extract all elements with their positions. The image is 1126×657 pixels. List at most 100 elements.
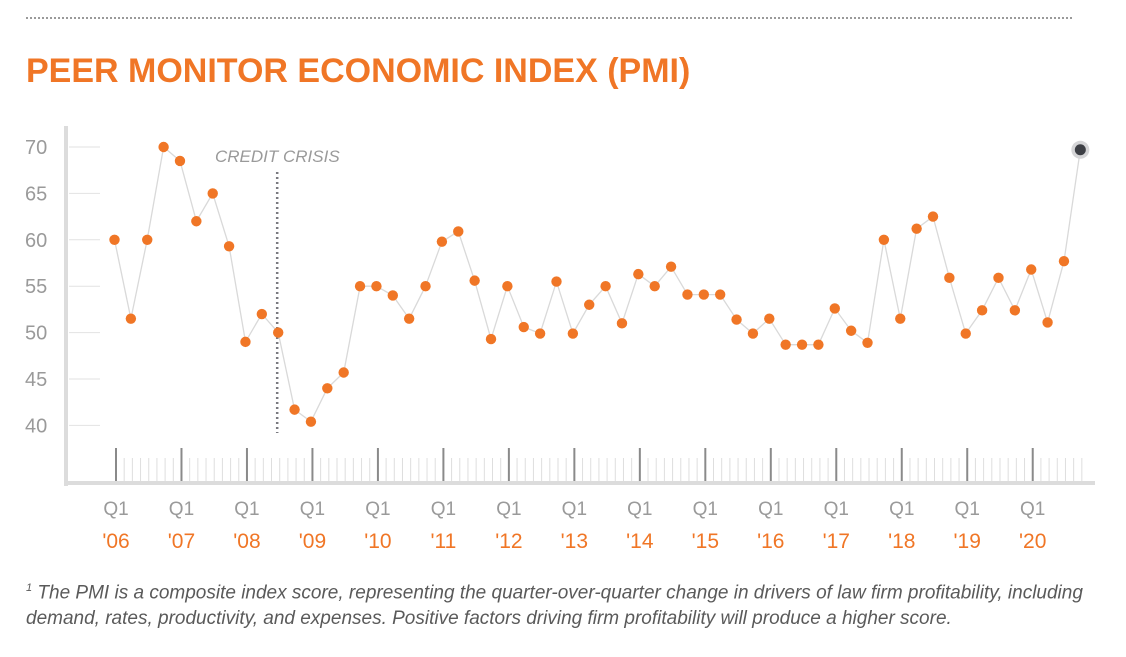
- footnote-text: The PMI is a composite index score, repr…: [26, 582, 1083, 630]
- x-tick-quarter-label: Q1: [889, 499, 914, 520]
- data-point: [845, 325, 857, 336]
- data-point: [371, 281, 382, 292]
- data-point: [731, 314, 742, 325]
- x-tick-year-label: '09: [299, 530, 326, 553]
- y-tick-label-40: 40: [25, 415, 47, 437]
- footnote-marker: 1: [26, 582, 33, 594]
- data-point: [714, 289, 726, 300]
- y-tick-label-50: 50: [25, 323, 47, 345]
- y-tick-label-60: 60: [25, 230, 47, 252]
- data-point: [240, 336, 251, 348]
- data-point: [976, 305, 988, 316]
- x-tick-year-label: '14: [626, 530, 654, 553]
- data-point: [1042, 317, 1053, 328]
- data-point: [109, 234, 120, 245]
- data-point: [600, 281, 611, 292]
- data-point: [682, 289, 693, 300]
- data-point: [993, 272, 1004, 284]
- credit-crisis-label: CREDIT CRISIS: [215, 147, 340, 166]
- x-tick-year-label: '17: [823, 530, 850, 553]
- x-tick-quarter-label: Q1: [234, 499, 259, 520]
- data-point: [142, 234, 153, 245]
- y-tick-label-45: 45: [25, 369, 47, 391]
- data-point: [878, 234, 890, 245]
- data-point: [960, 328, 971, 339]
- y-tick-label-70: 70: [25, 137, 47, 159]
- x-tick-year-label: '12: [495, 530, 522, 553]
- x-tick-quarter-label: Q1: [300, 499, 325, 520]
- data-point: [322, 383, 333, 394]
- data-point: [747, 328, 759, 339]
- chart-title: PEER MONITOR ECONOMIC INDEX (PMI): [26, 52, 691, 90]
- data-point: [125, 313, 137, 324]
- data-point: [551, 276, 562, 287]
- data-point: [436, 236, 448, 247]
- x-tick-quarter-label: Q1: [693, 499, 718, 520]
- data-point: [1026, 264, 1037, 275]
- data-point: [518, 321, 529, 333]
- data-point: [944, 272, 955, 284]
- x-tick-year-label: '20: [1019, 530, 1046, 553]
- data-point: [420, 281, 431, 292]
- x-tick-year-label: '18: [888, 530, 915, 553]
- y-tick-label-65: 65: [25, 183, 47, 205]
- data-point: [502, 281, 513, 292]
- data-point: [305, 416, 317, 427]
- data-point: [829, 303, 840, 314]
- series-line-layer: [113, 145, 1081, 423]
- pmi-chart: 40 45 50 55 60 65 70 Q1 '06 Q1 '07 Q1 '08 Q1 '09 Q1 '10…: [25, 126, 1095, 553]
- data-point: [895, 313, 906, 324]
- data-point: [354, 281, 366, 292]
- x-tick-quarter-label: Q1: [365, 499, 390, 520]
- data-point: [1058, 255, 1070, 267]
- x-tick-year-label: '06: [102, 530, 129, 553]
- data-point: [911, 223, 922, 234]
- x-tick-year-label: '13: [561, 530, 588, 553]
- x-tick-year-label: '19: [954, 530, 981, 553]
- x-tick-year-label: '08: [233, 530, 260, 553]
- data-point: [289, 404, 300, 415]
- data-point: [534, 328, 546, 339]
- data-point: [469, 275, 480, 286]
- x-tick-year-label: '10: [364, 530, 391, 553]
- data-point: [174, 155, 186, 167]
- data-point: [616, 318, 628, 329]
- data-point: [780, 339, 791, 350]
- data-point: [567, 328, 579, 339]
- x-tick-quarter-label: Q1: [496, 499, 521, 520]
- x-tick-year-label: '15: [692, 530, 719, 553]
- data-point: [813, 339, 824, 350]
- data-point: [665, 261, 677, 272]
- x-tick-quarter-label: Q1: [562, 499, 587, 520]
- data-point: [338, 367, 349, 378]
- data-point: [273, 327, 284, 338]
- data-point: [927, 211, 939, 222]
- x-tick-year-label: '11: [430, 530, 456, 553]
- data-point: [649, 281, 660, 292]
- data-point-latest: [1074, 144, 1086, 156]
- series-point-layer: [109, 140, 1090, 427]
- x-tick-quarter-label: Q1: [1020, 499, 1045, 520]
- x-axis: Q1 '06 Q1 '07 Q1 '08 Q1 '09 Q1 '10 Q1 '11 Q1 '12 Q1 '13…: [64, 448, 1095, 553]
- series-line-pmi: [113, 145, 1081, 423]
- data-point: [387, 290, 398, 301]
- x-tick-quarter-label: Q1: [103, 499, 128, 520]
- x-tick-quarter-label: Q1: [955, 499, 980, 520]
- data-point: [453, 226, 464, 237]
- data-point: [764, 313, 775, 324]
- data-point: [256, 308, 268, 320]
- data-point: [223, 241, 235, 252]
- footnote: 1 The PMI is a composite index score, re…: [26, 575, 1106, 632]
- x-tick-quarter-label: Q1: [824, 499, 849, 520]
- data-point: [796, 339, 808, 350]
- x-tick-quarter-label: Q1: [431, 499, 456, 520]
- y-tick-label-55: 55: [25, 276, 47, 298]
- annotation-layer: CREDIT CRISIS: [215, 147, 340, 433]
- data-point: [158, 141, 169, 153]
- data-point: [698, 289, 710, 300]
- x-tick-year-label: '07: [168, 530, 195, 553]
- y-axis: 40 45 50 55 60 65 70: [25, 126, 100, 486]
- data-point: [1009, 305, 1021, 316]
- data-point: [584, 299, 595, 310]
- data-point: [207, 188, 218, 199]
